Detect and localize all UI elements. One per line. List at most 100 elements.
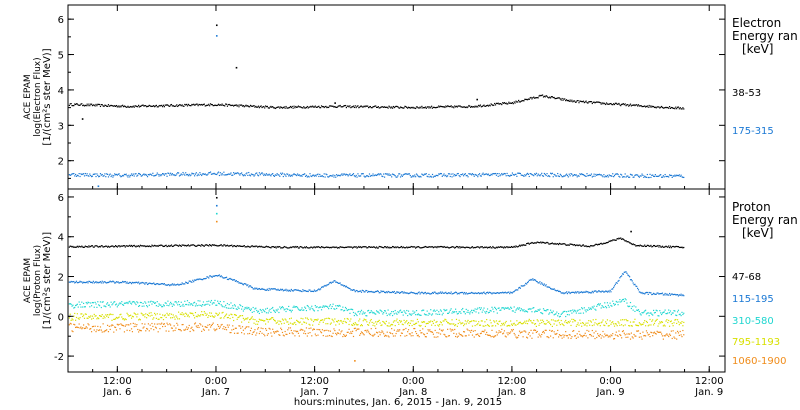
data-point [161, 317, 163, 319]
data-point [119, 328, 121, 330]
data-point [503, 172, 506, 175]
data-point [72, 304, 74, 306]
data-point [366, 331, 368, 333]
data-point [378, 292, 380, 294]
data-point [74, 312, 76, 315]
data-point [506, 172, 508, 175]
data-point [513, 290, 515, 293]
data-point [391, 311, 393, 313]
data-point [585, 335, 587, 337]
data-point [75, 280, 78, 282]
data-point [168, 330, 170, 332]
data-point [519, 310, 522, 312]
data-point [190, 327, 192, 329]
data-point [566, 322, 569, 324]
data-point [420, 247, 422, 249]
data-point [553, 288, 555, 290]
data-point [644, 334, 646, 337]
data-point [441, 291, 443, 293]
data-point [520, 322, 522, 325]
data-point [79, 246, 81, 248]
data-point [356, 314, 358, 317]
data-point [209, 323, 211, 326]
data-point [100, 245, 102, 247]
data-point [654, 332, 656, 335]
data-point [449, 292, 451, 295]
data-point [608, 103, 610, 105]
data-point [213, 328, 215, 330]
data-point [353, 289, 355, 291]
data-point [122, 318, 124, 320]
data-point [378, 245, 380, 248]
data-point [617, 173, 619, 176]
data-point [101, 173, 103, 176]
data-point [340, 106, 342, 108]
data-point [272, 317, 274, 319]
data-point [602, 306, 604, 308]
data-point [265, 246, 267, 248]
data-point [114, 318, 117, 320]
data-point [471, 325, 474, 327]
data-point [154, 323, 156, 325]
data-point [468, 173, 470, 175]
data-point [425, 107, 427, 109]
data-point [288, 175, 290, 177]
data-point [176, 244, 178, 246]
data-point [322, 286, 324, 288]
data-point [628, 275, 630, 277]
data-point [292, 333, 294, 335]
data-point [196, 245, 198, 247]
data-point [283, 335, 285, 337]
data-point [219, 104, 221, 106]
data-point [660, 322, 662, 324]
data-point [399, 292, 401, 294]
data-point [103, 105, 105, 108]
data-point [612, 239, 614, 241]
data-point [295, 245, 297, 248]
data-point [558, 316, 561, 318]
data-point [274, 174, 276, 176]
data-point [110, 175, 112, 178]
data-point [585, 245, 587, 247]
data-point [98, 103, 100, 106]
data-point [382, 290, 384, 292]
data-point [567, 291, 569, 293]
data-point [587, 309, 589, 311]
data-point [382, 106, 384, 108]
data-point [386, 314, 388, 317]
data-point [415, 292, 418, 295]
data-point [119, 174, 121, 177]
data-point [122, 280, 124, 283]
data-point [561, 323, 563, 325]
data-point [461, 309, 463, 311]
data-point [608, 291, 610, 293]
data-point [555, 313, 557, 315]
data-point [78, 301, 80, 303]
data-point [428, 107, 430, 109]
data-point [250, 173, 252, 175]
data-point [658, 323, 660, 325]
data-point [675, 175, 677, 177]
data-point [517, 172, 519, 174]
data-point [116, 281, 118, 283]
data-point [585, 175, 587, 177]
data-point [296, 330, 299, 332]
data-point [309, 173, 311, 175]
data-point [634, 283, 636, 285]
data-point [252, 288, 254, 290]
data-point [114, 326, 117, 329]
data-point [618, 102, 620, 105]
data-point [608, 174, 610, 176]
data-point [249, 285, 251, 287]
data-point [405, 247, 407, 249]
data-point [593, 324, 595, 326]
data-point [492, 292, 494, 294]
data-point [305, 327, 308, 329]
data-point [573, 309, 576, 311]
data-point [289, 322, 292, 324]
data-point [181, 312, 183, 314]
data-point [280, 327, 282, 329]
data-point [644, 320, 646, 322]
data-point [359, 334, 361, 336]
data-point [342, 306, 344, 308]
